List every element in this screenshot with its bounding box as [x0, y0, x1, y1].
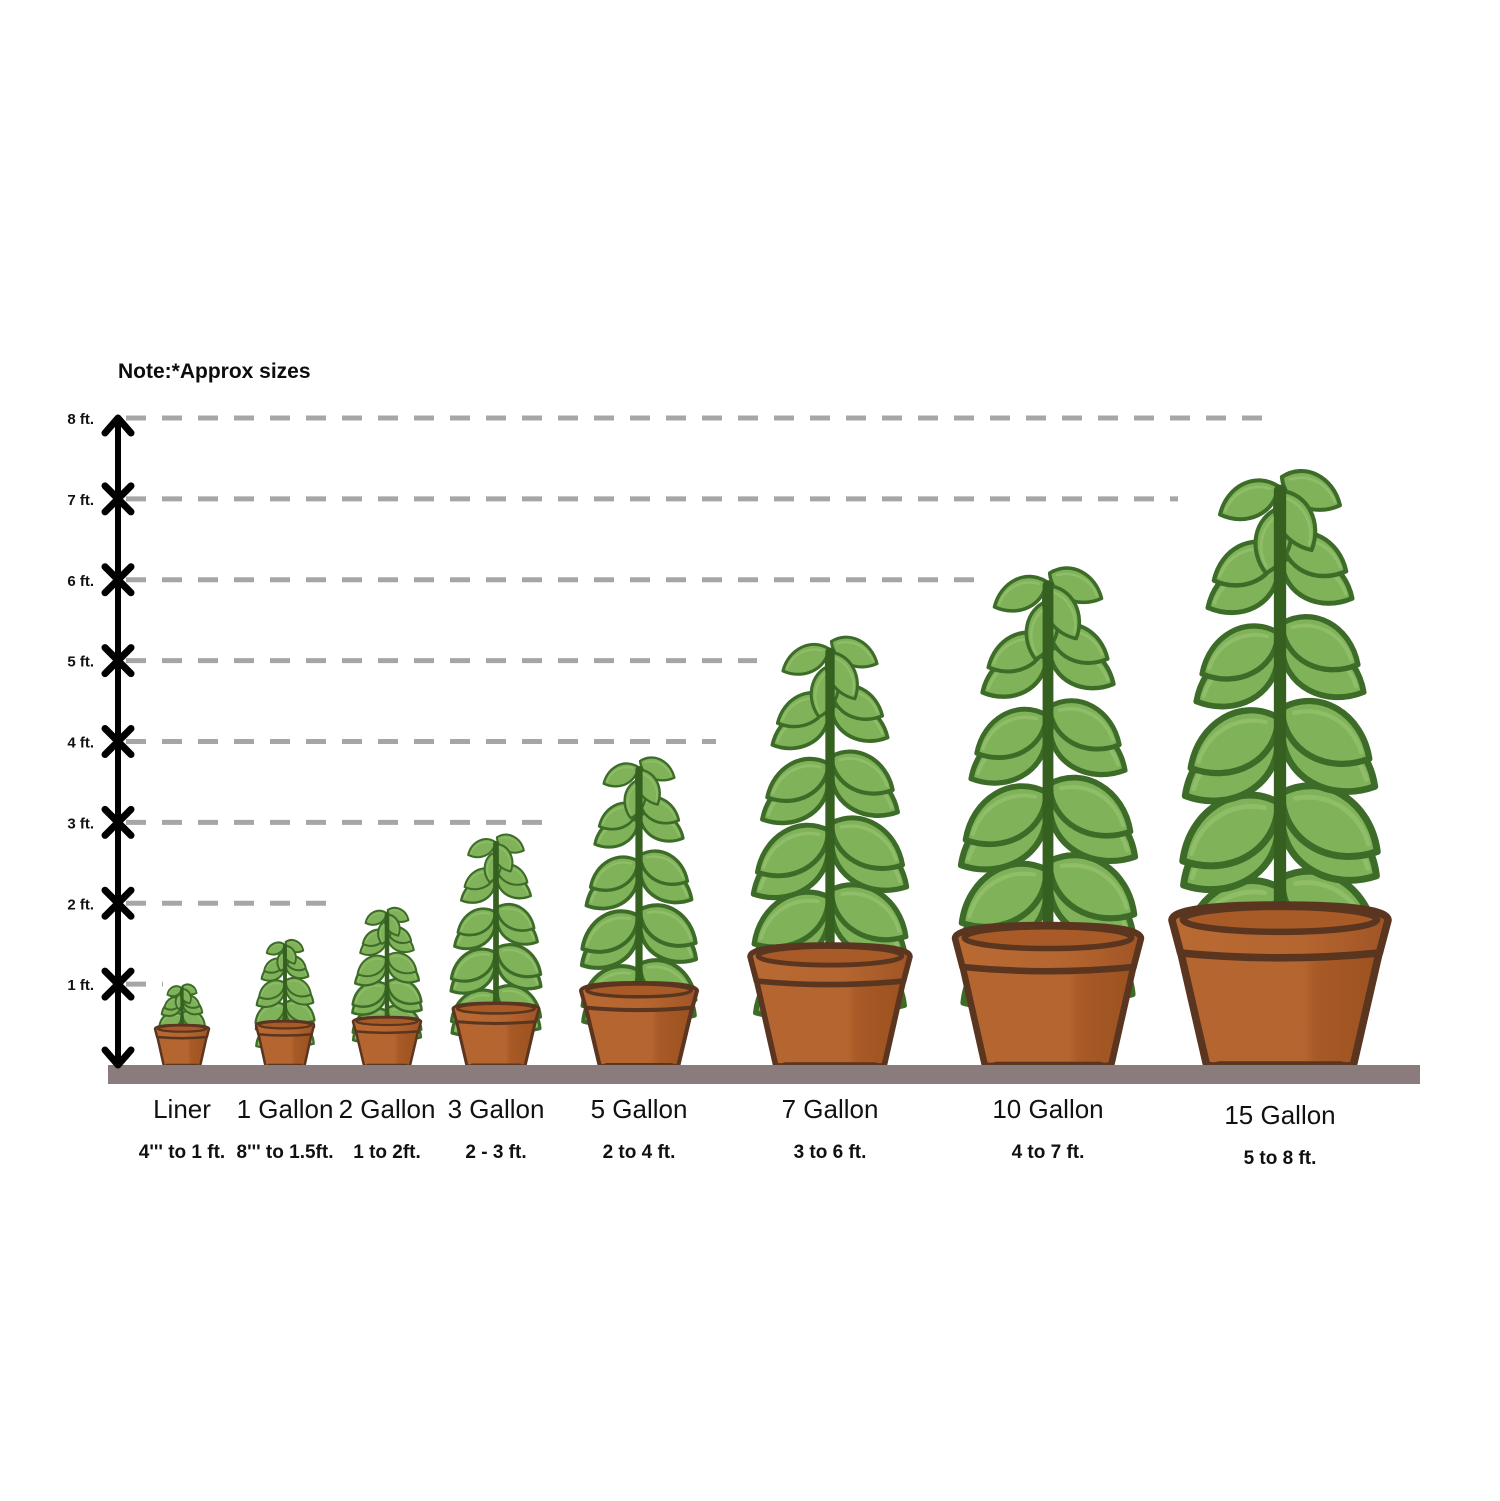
leaf-icon: [992, 574, 1049, 613]
plant-size-range-label: 3 to 6 ft.: [794, 1142, 867, 1163]
plant-size-range-label: 8''' to 1.5ft.: [237, 1142, 334, 1163]
plant-group-1-gallon: [254, 939, 316, 1068]
axis-tick-6ft: [101, 563, 135, 597]
plant-group-2-gallon: [351, 906, 423, 1068]
axis-label-6ft: 6 ft.: [67, 573, 94, 590]
axis-arrow-down-icon: [101, 1046, 135, 1069]
pot: [1168, 901, 1392, 1070]
leaf-icon: [495, 943, 543, 979]
pot: [578, 980, 700, 1069]
leaf-icon: [1187, 707, 1282, 777]
leaf-icon: [364, 909, 388, 926]
axis-arrow-up-icon: [101, 414, 135, 437]
plant-name-label: 10 Gallon: [992, 1094, 1103, 1124]
plant-name-label: Liner: [153, 1094, 211, 1124]
axis-tick-5ft: [101, 644, 135, 678]
plant-size-range-label: 2 to 4 ft.: [603, 1142, 676, 1163]
axis-tick-3ft: [101, 805, 135, 839]
plant-name-label: 3 Gallon: [448, 1094, 545, 1124]
plant-name-label: 2 Gallon: [339, 1094, 436, 1124]
axis-label-7ft: 7 ft.: [67, 492, 94, 509]
leaf-icon: [638, 903, 698, 948]
plant-size-range-label: 2 - 3 ft.: [465, 1142, 526, 1163]
leaf-icon: [1046, 774, 1134, 839]
leaf-icon: [1279, 614, 1361, 673]
axis-tick-7ft: [101, 482, 135, 516]
leaf-icon: [828, 815, 905, 871]
plant-size-range-label: 4''' to 1 ft.: [139, 1142, 225, 1163]
axis-label-8ft: 8 ft.: [67, 411, 94, 428]
axis-tick-1ft: [101, 967, 135, 1001]
leaf-icon: [467, 838, 497, 859]
leaf-icon: [602, 762, 640, 788]
leaf-icon: [580, 909, 640, 954]
gridlines-group: [126, 415, 1268, 987]
leaf-icon: [765, 756, 831, 803]
pot: [153, 1023, 211, 1068]
pot: [747, 942, 913, 1069]
plant-size-range-label: 4 to 7 ft.: [1012, 1142, 1085, 1163]
leaf-icon: [962, 783, 1050, 847]
plants-group: [153, 469, 1392, 1070]
axis-tick-2ft: [101, 886, 135, 920]
leaf-icon: [1217, 478, 1281, 522]
pot: [351, 1015, 423, 1068]
leaf-icon: [638, 849, 690, 886]
axis-label-4ft: 4 ft.: [67, 735, 94, 752]
axis-label-2ft: 2 ft.: [67, 896, 94, 913]
leaf-icon: [495, 902, 536, 932]
plant-size-range-label: 1 to 2ft.: [353, 1142, 421, 1163]
plant-name-label: 7 Gallon: [782, 1094, 879, 1124]
plant-group-liner: [153, 983, 211, 1068]
pot: [254, 1019, 316, 1068]
leaf-icon: [755, 822, 832, 879]
axis-tick-4ft: [101, 725, 135, 758]
plant-name-label: 15 Gallon: [1224, 1100, 1335, 1130]
y-axis-labels-group: 8 ft. 7 ft. 6 ft. 5 ft. 4 ft. 3 ft. 2 ft. 1 ft.: [67, 411, 94, 994]
axis-label-5ft: 5 ft.: [67, 654, 94, 671]
leaf-icon: [356, 954, 388, 978]
leaf-icon: [386, 951, 418, 975]
leaf-icon: [1199, 623, 1281, 682]
foliage: [750, 635, 910, 1018]
leaf-icon: [166, 985, 183, 998]
plant-group-10-gallon: [951, 566, 1145, 1070]
leaf-icon: [958, 860, 1050, 930]
leaf-icon: [974, 706, 1049, 760]
pot: [951, 921, 1145, 1070]
plant-name-label: 1 Gallon: [237, 1094, 334, 1124]
plant-group-3-gallon: [449, 833, 543, 1068]
plant-group-5-gallon: [578, 756, 700, 1069]
leaf-icon: [265, 941, 286, 956]
leaf-icon: [588, 855, 640, 892]
leaf-icon: [829, 749, 895, 796]
ground-bar: [108, 1065, 1420, 1084]
pot: [451, 1001, 541, 1068]
note-text: Note:*Approx sizes: [118, 360, 311, 383]
plant-group-7-gallon: [747, 635, 913, 1069]
leaf-icon: [1047, 698, 1122, 752]
plant-captions-group: Liner 4''' to 1 ft. 1 Gallon 8''' to 1.5ft.…: [139, 1094, 1336, 1169]
leaf-icon: [456, 907, 497, 937]
leaf-icon: [1278, 697, 1373, 767]
y-axis-group: [101, 414, 135, 1069]
plant-group-15-gallon: [1168, 469, 1392, 1070]
leaf-icon: [449, 947, 497, 983]
plant-size-range-label: 5 to 8 ft.: [1244, 1148, 1317, 1169]
leaf-icon: [781, 642, 831, 676]
plant-name-label: 5 Gallon: [591, 1094, 688, 1124]
axis-label-1ft: 1 ft.: [67, 977, 94, 994]
axis-label-3ft: 3 ft.: [67, 815, 94, 832]
